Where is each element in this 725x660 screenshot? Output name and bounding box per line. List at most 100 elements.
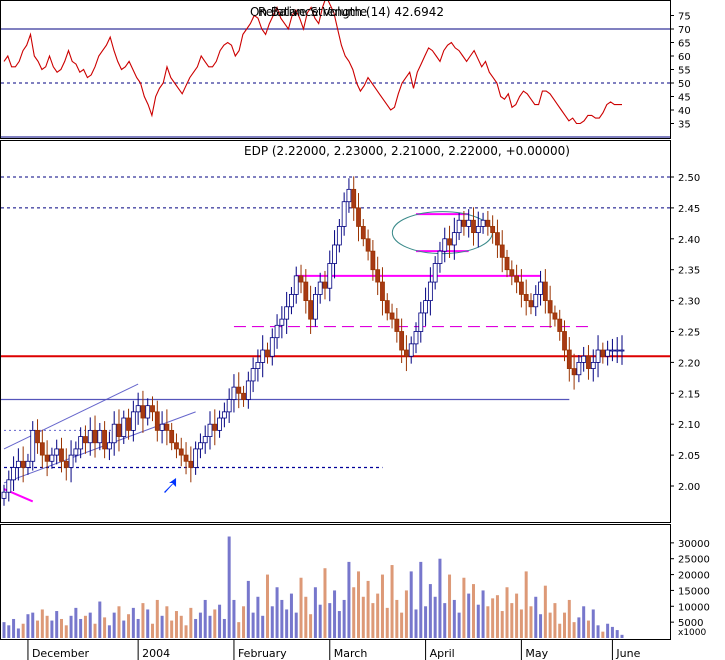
price-tick-label-2.2: 2.20 bbox=[678, 358, 700, 369]
candle-body bbox=[236, 386, 242, 394]
candle-body bbox=[289, 294, 294, 308]
candle-body bbox=[154, 411, 160, 431]
volume-tick-label-5000: 5000 bbox=[678, 618, 703, 629]
candle-body bbox=[375, 269, 381, 283]
volume-bar bbox=[400, 612, 404, 638]
volume-bar bbox=[170, 620, 174, 638]
price-tick-label-2.35: 2.35 bbox=[678, 266, 700, 277]
candle-body bbox=[44, 454, 50, 462]
candle-body bbox=[341, 201, 347, 227]
volume-bar bbox=[50, 620, 54, 638]
volume-bar bbox=[16, 628, 20, 638]
volume-bar bbox=[103, 617, 107, 638]
volume-bar bbox=[529, 606, 533, 638]
rsi-title: Relative Strength (14) 42.6942 bbox=[258, 5, 444, 19]
volume-bar bbox=[433, 596, 437, 638]
candle-body bbox=[308, 300, 314, 320]
volume-bar bbox=[380, 574, 384, 638]
volume-layer bbox=[2, 536, 624, 638]
volume-bar bbox=[112, 612, 116, 638]
volume-bar bbox=[280, 599, 284, 638]
candle-body bbox=[480, 219, 486, 227]
rsi-panel-frame bbox=[0, 0, 671, 139]
candle-body bbox=[605, 349, 611, 357]
candle-body bbox=[471, 219, 476, 234]
volume-bar bbox=[524, 571, 528, 638]
volume-bar bbox=[160, 615, 164, 638]
candle-body bbox=[30, 429, 36, 462]
candle-body bbox=[126, 417, 131, 431]
price-y-axis: 2.00 2.05 2.10 2.15 2.20 2.25 2.30 2.35 2.40 2.45… bbox=[670, 173, 700, 493]
candle-body bbox=[145, 405, 151, 419]
candle-body bbox=[562, 331, 567, 351]
x-axis-label: December bbox=[32, 647, 90, 660]
candle-body bbox=[59, 448, 64, 462]
volume-bar bbox=[313, 587, 317, 638]
candle-body bbox=[221, 411, 227, 419]
volume-bar bbox=[40, 609, 44, 638]
volume-bar bbox=[471, 584, 475, 638]
volume-bar bbox=[462, 577, 466, 638]
volume-bar bbox=[548, 612, 552, 638]
volume-bar bbox=[500, 611, 504, 638]
volume-bar bbox=[539, 614, 543, 638]
candle-body bbox=[552, 312, 558, 320]
volume-bar bbox=[12, 618, 16, 638]
candle-body bbox=[193, 448, 199, 468]
volume-bar bbox=[256, 596, 260, 638]
candle-body bbox=[586, 355, 591, 369]
candle-body bbox=[198, 442, 203, 450]
candle-body bbox=[20, 460, 26, 468]
volume-bar bbox=[481, 590, 485, 638]
volume-bar bbox=[333, 590, 337, 638]
candle-body bbox=[35, 429, 40, 444]
volume-bar bbox=[74, 607, 78, 638]
volume-bar bbox=[510, 603, 514, 638]
candle-body bbox=[150, 405, 155, 413]
candle-body bbox=[365, 238, 371, 252]
volume-bar bbox=[361, 596, 365, 638]
rsi-tick-label-40: 40 bbox=[678, 106, 691, 117]
volume-bar bbox=[174, 611, 178, 638]
volume-bar bbox=[59, 618, 63, 638]
candle-body bbox=[188, 460, 194, 468]
volume-bar bbox=[26, 614, 30, 638]
volume-bar bbox=[443, 603, 447, 638]
volume-bar bbox=[596, 625, 600, 638]
volume-bar bbox=[55, 611, 59, 638]
price-tick-label-2.05: 2.05 bbox=[678, 451, 700, 462]
candle-body bbox=[346, 188, 352, 203]
volume-unit-label: x1000 bbox=[678, 628, 707, 638]
volume-bar bbox=[543, 585, 547, 638]
volume-bar bbox=[36, 620, 40, 638]
volume-bar bbox=[457, 612, 461, 638]
volume-bar bbox=[586, 620, 590, 638]
volume-bar bbox=[299, 577, 303, 638]
candle-body bbox=[351, 188, 357, 209]
volume-bar bbox=[218, 604, 222, 638]
candle-body bbox=[178, 448, 184, 456]
volume-bar bbox=[246, 580, 250, 638]
candle-body bbox=[427, 281, 433, 301]
candle-body bbox=[533, 294, 539, 308]
volume-bar bbox=[519, 609, 523, 638]
candle-body bbox=[538, 281, 543, 295]
volume-bar bbox=[294, 612, 298, 638]
candle-body bbox=[298, 275, 304, 283]
volume-bar bbox=[131, 607, 135, 638]
volume-bar bbox=[505, 587, 509, 638]
candle-body bbox=[169, 429, 175, 444]
volume-bar bbox=[419, 561, 423, 638]
price-tick-label-2.4: 2.40 bbox=[678, 235, 700, 246]
volume-bar bbox=[615, 630, 619, 638]
candle-body bbox=[437, 250, 443, 264]
volume-bar bbox=[107, 625, 111, 638]
volume-bar bbox=[194, 618, 198, 638]
volume-bar bbox=[127, 614, 131, 638]
volume-bar bbox=[179, 615, 183, 638]
volume-bar bbox=[261, 615, 265, 638]
rsi-tick-label-35: 35 bbox=[678, 120, 691, 131]
volume-bar bbox=[309, 614, 313, 638]
candle-body bbox=[97, 429, 103, 444]
volume-bar bbox=[222, 618, 226, 638]
